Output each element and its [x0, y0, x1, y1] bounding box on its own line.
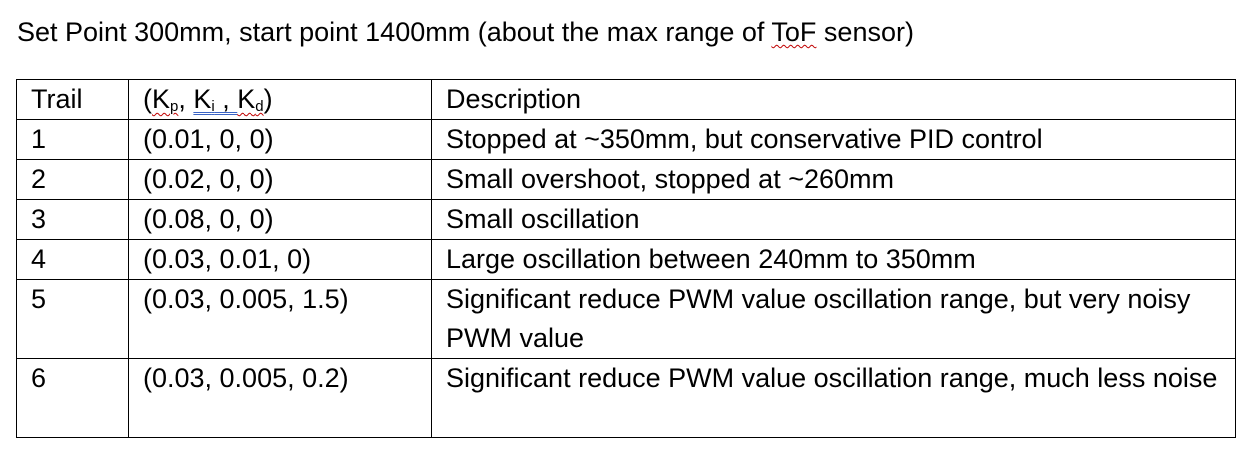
- cell-trail: 2: [16, 159, 129, 200]
- cell-description: Significant reduce PWM value oscillation…: [431, 279, 1236, 359]
- cell-description: Large oscillation between 240mm to 350mm: [431, 239, 1236, 280]
- header-gains-open: (: [143, 84, 152, 114]
- header-gain-kp-subscript: p: [170, 98, 179, 115]
- header-description: Description: [431, 79, 1236, 120]
- table-row: 4 (0.03, 0.01, 0) Large oscillation betw…: [16, 239, 1236, 280]
- header-gain-kp: Kp: [152, 84, 178, 114]
- header-gain-kd: Kd: [237, 84, 263, 114]
- heading-text-end: sensor): [816, 17, 914, 47]
- header-gains: (Kp, Ki , Kd): [128, 79, 432, 120]
- table-row: 5 (0.03, 0.005, 1.5) Significant reduce …: [16, 279, 1236, 359]
- table-row: 3 (0.08, 0, 0) Small oscillation: [16, 199, 1236, 240]
- header-gains-separator: ,: [214, 84, 238, 114]
- header-gains-close: ): [263, 84, 273, 114]
- header-gains-separator: ,: [178, 84, 194, 114]
- spellcheck-flagged-word: ToF: [771, 17, 817, 47]
- table-row: 1 (0.01, 0, 0) Stopped at ~350mm, but co…: [16, 119, 1236, 160]
- cell-trail: 3: [16, 199, 129, 240]
- header-gain-ki: Ki ,: [193, 84, 237, 114]
- cell-gains: (0.08, 0, 0): [128, 199, 432, 240]
- cell-description: Significant reduce PWM value oscillation…: [431, 358, 1236, 438]
- heading-text: Set Point 300mm, start point 1400mm (abo…: [17, 14, 914, 50]
- cell-description: Small oscillation: [431, 199, 1236, 240]
- header-gain-kp-symbol: K: [152, 84, 171, 114]
- header-gain-ki-symbol: K: [193, 84, 212, 114]
- cell-trail: 1: [16, 119, 129, 160]
- table-row: 6 (0.03, 0.005, 0.2) Significant reduce …: [16, 358, 1236, 438]
- header-gain-kd-symbol: K: [237, 84, 256, 114]
- header-gain-ki-subscript: i: [211, 98, 215, 115]
- header-gain-kd-subscript: d: [255, 98, 264, 115]
- heading-text-start: Set Point 300mm, start point 1400mm (abo…: [17, 17, 772, 47]
- header-trail: Trail: [16, 79, 129, 120]
- table-row: 2 (0.02, 0, 0) Small overshoot, stopped …: [16, 159, 1236, 200]
- cell-description: Stopped at ~350mm, but conservative PID …: [431, 119, 1236, 160]
- cell-trail: 4: [16, 239, 129, 280]
- cell-description: Small overshoot, stopped at ~260mm: [431, 159, 1236, 200]
- cell-trail: 5: [16, 279, 129, 359]
- cell-gains: (0.03, 0.005, 0.2): [128, 358, 432, 438]
- cell-gains: (0.03, 0.005, 1.5): [128, 279, 432, 359]
- cell-gains: (0.03, 0.01, 0): [128, 239, 432, 280]
- pid-trials-table: Trail (Kp, Ki , Kd) Description 1 (0.01,…: [16, 79, 1236, 438]
- cell-gains: (0.02, 0, 0): [128, 159, 432, 200]
- cell-trail: 6: [16, 358, 129, 438]
- cell-gains: (0.01, 0, 0): [128, 119, 432, 160]
- table-header-row: Trail (Kp, Ki , Kd) Description: [16, 79, 1236, 120]
